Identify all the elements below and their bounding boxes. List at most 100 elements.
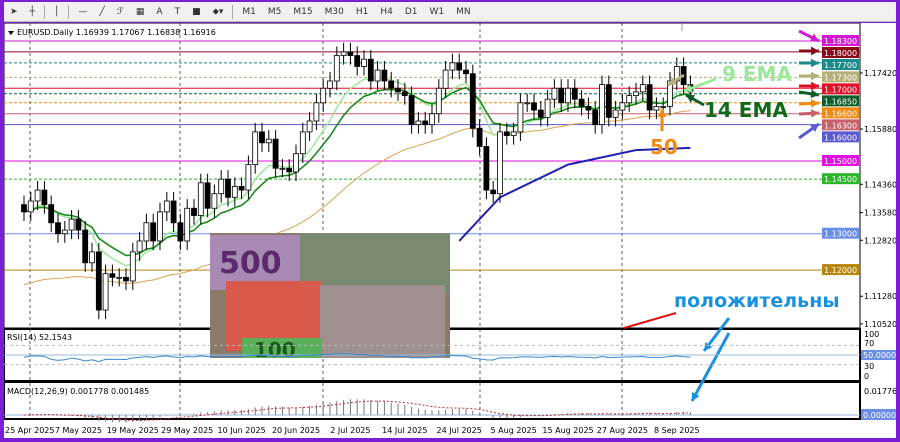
timeframe-mn[interactable]: MN — [456, 6, 471, 17]
candle — [626, 95, 633, 104]
horizontal-line-icon[interactable]: — — [78, 6, 88, 17]
grid-icon[interactable]: ▦ — [135, 6, 145, 17]
rectangle-icon[interactable]: ■ — [192, 6, 201, 17]
chart-title: EURUSD.Daily 1.16939 1.17067 1.16838 1.1… — [17, 28, 216, 37]
candle — [75, 218, 82, 231]
candle — [497, 131, 503, 195]
candle — [395, 87, 401, 93]
level-price-label: 1.17700 — [824, 61, 857, 70]
candle — [605, 84, 612, 118]
candle — [490, 189, 497, 195]
candle — [551, 87, 558, 100]
candle — [422, 120, 429, 126]
level-arrow-icon-head — [810, 109, 819, 118]
timeframe-h4[interactable]: H4 — [380, 6, 393, 17]
candle — [225, 178, 231, 198]
label-positive: положительны — [674, 290, 840, 312]
timeframe-w1[interactable]: W1 — [429, 6, 445, 17]
candle — [429, 113, 435, 126]
macd-axis-label: 0.000000 — [863, 411, 896, 420]
currency-picture: 500 100 — [210, 233, 450, 362]
candle — [483, 146, 490, 191]
candle — [612, 109, 619, 118]
candle — [347, 51, 354, 56]
label-9-ema: 9 EMA — [722, 62, 792, 86]
timeframe-m5[interactable]: M5 — [267, 6, 282, 17]
rsi-axis-label: 50.0000 — [863, 351, 896, 360]
candle — [667, 80, 673, 107]
arrow-cursor-icon[interactable]: ➤ — [10, 6, 18, 17]
candle — [150, 222, 157, 242]
timeframe-m30[interactable]: M30 — [324, 6, 344, 17]
banknote-100 — [242, 338, 322, 358]
candle — [435, 87, 442, 115]
candle — [469, 73, 476, 129]
candle — [374, 69, 381, 82]
candle — [265, 138, 272, 144]
arrow-macd-icon-head — [691, 392, 700, 401]
candle — [238, 186, 245, 191]
timeframe-h1[interactable]: H1 — [355, 6, 369, 17]
level-price-badge — [822, 95, 859, 107]
candle — [184, 207, 191, 242]
level-price-label: 1.16000 — [824, 133, 857, 142]
vertical-line-icon[interactable]: │ — [53, 6, 60, 17]
x-axis-label: 10 Jun 2025 — [218, 426, 266, 435]
candle — [449, 62, 456, 71]
timeframe-m15[interactable]: M15 — [293, 6, 313, 17]
candle — [191, 207, 197, 216]
candle — [333, 55, 340, 82]
candle — [571, 87, 578, 100]
level-price-badge — [822, 264, 859, 276]
price-chart[interactable]: 1.17420 1.15880 1.14360 1.13580 1.12820 1.112… — [3, 22, 900, 438]
ema50-line — [23, 110, 691, 286]
toolbar-separator — [43, 4, 45, 19]
y-tick-label: 1.15880 — [864, 125, 896, 134]
text-label-icon[interactable]: T — [174, 6, 181, 17]
level-price-badge — [822, 35, 859, 46]
trendline-icon[interactable]: ╱ — [99, 6, 105, 17]
level-price-label: 1.14500 — [824, 175, 857, 184]
candle — [95, 251, 102, 311]
level-price-badge — [822, 173, 859, 185]
candle — [619, 102, 626, 111]
y-tick-label: 1.10520 — [864, 320, 896, 329]
level-arrow-icon-head — [811, 81, 819, 91]
chart-window[interactable]: 1.17420 1.15880 1.14360 1.13580 1.12820 1.112… — [3, 22, 900, 438]
text-icon[interactable]: A — [156, 6, 163, 17]
candle — [163, 200, 170, 213]
candle — [503, 131, 510, 136]
candle — [116, 276, 123, 279]
candle — [252, 131, 259, 166]
red-trend-line — [623, 312, 677, 329]
rsi-axis-label: 30 — [864, 362, 874, 371]
timeframe-m1[interactable]: M1 — [242, 6, 256, 17]
y-tick-label: 1.14360 — [864, 180, 896, 189]
level-arrow-icon-head — [811, 71, 819, 81]
crosshair-icon[interactable]: ┼ — [29, 6, 35, 17]
candle — [293, 153, 299, 173]
toolbar-separator — [68, 4, 70, 19]
candle — [646, 84, 653, 111]
x-axis-label: 2 Jul 2025 — [330, 426, 370, 435]
candle — [463, 69, 469, 75]
candle — [123, 276, 129, 282]
banknote-dollar — [300, 233, 450, 293]
candle — [388, 80, 395, 89]
label-50: 50 — [650, 135, 678, 159]
candle — [633, 91, 639, 96]
candle — [177, 222, 184, 242]
candle — [517, 102, 524, 133]
candle — [340, 51, 347, 56]
level-price-label: 1.16300 — [824, 121, 857, 130]
fibonacci-icon[interactable]: ℱ — [116, 6, 124, 17]
level-price-badge — [822, 71, 859, 83]
candle — [279, 167, 286, 170]
candle — [361, 58, 367, 67]
level-price-badge — [822, 47, 859, 58]
arrow-level-icon-head — [668, 77, 677, 85]
shapes-icon[interactable]: ⬥▾ — [212, 6, 224, 17]
timeframe-d1[interactable]: D1 — [404, 6, 418, 17]
candle — [537, 109, 544, 118]
blue-ma-line — [458, 146, 691, 242]
